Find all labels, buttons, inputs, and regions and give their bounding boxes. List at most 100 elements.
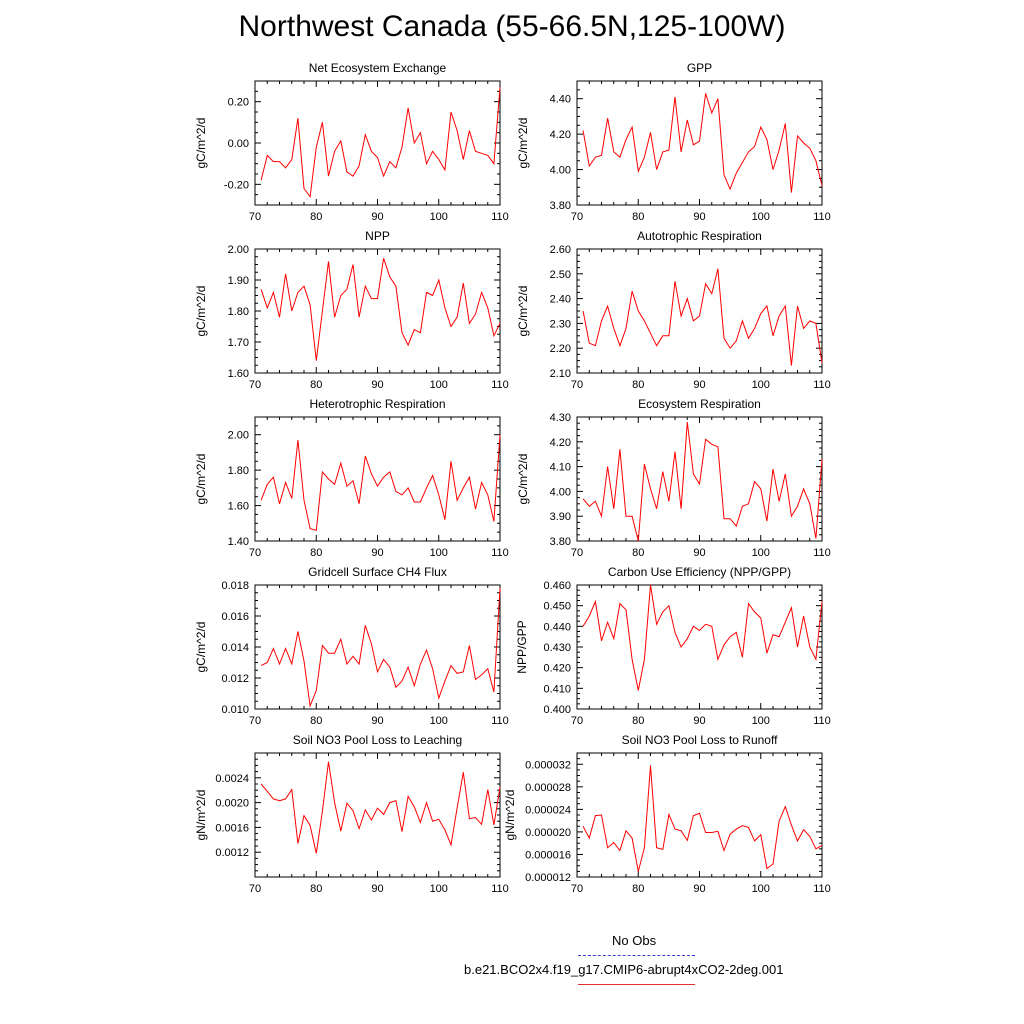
y-tick-label: 0.014	[221, 642, 249, 654]
plot-frame	[576, 248, 823, 374]
series-line	[260, 258, 501, 361]
x-tick-label: 110	[491, 547, 509, 559]
y-tick-label: 0.000020	[525, 827, 571, 839]
x-tick-label: 70	[249, 379, 261, 391]
plot-frame	[254, 80, 501, 206]
y-tick-label: 0.20	[228, 97, 249, 109]
y-tick-label: 0.0024	[215, 773, 249, 785]
y-tick-label: 0.000012	[525, 872, 571, 884]
y-tick-label: 1.70	[228, 337, 249, 349]
y-axis-label: gC/m^2/d	[194, 286, 208, 337]
y-axis-label: NPP/GPP	[515, 620, 529, 673]
panel-net-ecosystem-exchange: 70 80 90 100 110 -0.20 0.00 0.20 gC/m^2/d Net Eco…	[194, 61, 509, 223]
panel-title: Soil NO3 Pool Loss to Leaching	[293, 733, 462, 747]
y-tick-label: 0.410	[543, 683, 571, 695]
panel-heterotrophic-respiration: 70 80 90 100 110 1.40 1.60 1.80 2.00 gC/m^2/d Hete…	[194, 397, 509, 559]
plot-frame	[576, 752, 823, 878]
x-tick-label: 110	[491, 715, 509, 727]
y-tick-label: 1.60	[228, 368, 249, 380]
y-tick-label: 4.00	[550, 486, 571, 498]
x-tick-label: 100	[430, 379, 448, 391]
x-tick-label: 110	[813, 715, 831, 727]
plot-frame	[254, 416, 501, 542]
y-tick-label: 0.00	[228, 138, 249, 150]
x-tick-label: 80	[310, 883, 322, 895]
x-tick-label: 100	[752, 379, 770, 391]
plot-frame	[576, 584, 823, 710]
x-tick-label: 90	[371, 379, 383, 391]
panel-title: Ecosystem Respiration	[638, 397, 761, 411]
panel-title: Net Ecosystem Exchange	[309, 61, 447, 75]
y-tick-label: 0.010	[221, 704, 249, 716]
x-tick-label: 100	[430, 547, 448, 559]
panel-carbon-use-efficiency-npp-gpp: 70 80 90 100 110 0.400 0.410 0.420 0.430 0.440 0.4…	[515, 565, 831, 727]
y-tick-label: 2.00	[228, 244, 249, 256]
y-tick-label: 2.30	[550, 318, 571, 330]
y-axis-label: gC/m^2/d	[194, 454, 208, 505]
x-tick-label: 110	[491, 883, 509, 895]
x-tick-label: 110	[813, 547, 831, 559]
panel-title: Heterotrophic Respiration	[309, 397, 445, 411]
y-tick-label: 0.000028	[525, 782, 571, 794]
y-tick-label: 0.000016	[525, 849, 571, 861]
x-tick-label: 70	[249, 715, 261, 727]
y-tick-label: 1.40	[228, 536, 249, 548]
panel-gridcell-surface-ch4-flux: 70 80 90 100 110 0.010 0.012 0.014 0.016 0.018 gC/…	[194, 565, 509, 727]
panel-title: GPP	[687, 61, 712, 75]
y-tick-label: 2.50	[550, 269, 571, 281]
y-tick-label: 1.80	[228, 306, 249, 318]
x-tick-label: 90	[693, 379, 705, 391]
y-tick-label: 0.000032	[525, 759, 571, 771]
panel-ecosystem-respiration: 70 80 90 100 110 3.80 3.90 4.00 4.10 4.20 4.30 gC/m…	[516, 397, 831, 559]
y-axis-label: gC/m^2/d	[194, 118, 208, 169]
y-axis-label: gC/m^2/d	[516, 118, 530, 169]
x-tick-label: 80	[310, 547, 322, 559]
y-tick-label: 0.460	[543, 580, 571, 592]
x-tick-label: 80	[632, 547, 644, 559]
panel-soil-no3-pool-loss-to-leaching: 70 80 90 100 110 0.0012 0.0016 0.0020 0.0024 gN/m…	[194, 733, 509, 895]
x-tick-label: 80	[310, 715, 322, 727]
x-tick-label: 70	[571, 379, 583, 391]
panel-title: Soil NO3 Pool Loss to Runoff	[622, 733, 779, 747]
series-line	[260, 588, 501, 708]
y-tick-label: 0.016	[221, 611, 249, 623]
series-line	[260, 761, 501, 854]
panel-soil-no3-pool-loss-to-runoff: 70 80 90 100 110 0.000012 0.000016 0.000020 0.00…	[503, 733, 831, 895]
x-tick-label: 110	[491, 379, 509, 391]
y-axis-label: gN/m^2/d	[194, 790, 208, 841]
x-tick-label: 110	[491, 211, 509, 223]
panel-title: Carbon Use Efficiency (NPP/GPP)	[608, 565, 791, 579]
y-tick-label: 0.400	[543, 704, 571, 716]
y-tick-label: 0.000024	[525, 804, 571, 816]
x-tick-label: 90	[371, 547, 383, 559]
x-tick-label: 110	[813, 883, 831, 895]
x-tick-label: 70	[571, 715, 583, 727]
x-tick-label: 80	[632, 715, 644, 727]
y-axis-label: gN/m^2/d	[503, 790, 517, 841]
main-title: Northwest Canada (55-66.5N,125-100W)	[238, 10, 786, 43]
y-tick-label: 1.80	[228, 465, 249, 477]
series-line	[582, 93, 823, 193]
y-tick-label: 0.440	[543, 621, 571, 633]
x-tick-label: 100	[752, 883, 770, 895]
panel-npp: 70 80 90 100 110 1.60 1.70 1.80 1.90 2.00 gC/m^2/d…	[194, 229, 509, 391]
y-axis-label: gC/m^2/d	[516, 454, 530, 505]
y-tick-label: 4.20	[550, 129, 571, 141]
y-tick-label: -0.20	[224, 179, 249, 191]
plot-frame	[576, 80, 823, 206]
y-tick-label: 4.10	[550, 462, 571, 474]
y-tick-label: 0.0020	[215, 798, 249, 810]
y-tick-label: 0.0016	[215, 822, 249, 834]
x-tick-label: 70	[249, 547, 261, 559]
y-tick-label: 4.30	[550, 412, 571, 424]
panel-autotrophic-respiration: 70 80 90 100 110 2.10 2.20 2.30 2.40 2.50 2.60 gC/m…	[516, 229, 831, 391]
y-tick-label: 2.60	[550, 244, 571, 256]
series-line	[582, 421, 823, 542]
series-line	[582, 584, 823, 691]
plot-frame	[576, 416, 823, 542]
y-axis-label: gC/m^2/d	[516, 286, 530, 337]
x-tick-label: 90	[693, 547, 705, 559]
x-tick-label: 70	[249, 883, 261, 895]
x-tick-label: 80	[632, 379, 644, 391]
y-tick-label: 0.012	[221, 673, 249, 685]
